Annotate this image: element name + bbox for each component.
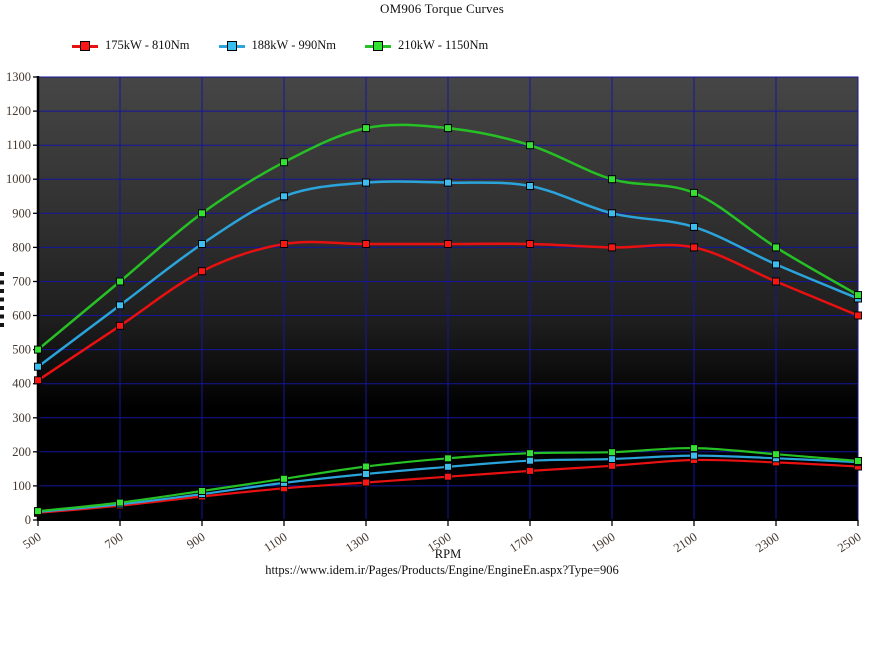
data-point-marker	[772, 260, 780, 269]
data-point-marker	[526, 240, 534, 248]
data-point-marker	[362, 462, 370, 471]
legend-label: 188kW - 990Nm	[251, 38, 337, 52]
legend-marker-green-square	[365, 40, 391, 51]
data-point-marker	[280, 192, 288, 201]
svg-text:1300: 1300	[6, 70, 31, 84]
data-point-marker	[772, 450, 780, 459]
svg-text:800: 800	[12, 240, 31, 254]
y-axis-title-clipped	[0, 272, 4, 330]
legend-marker-red-square	[72, 40, 98, 51]
data-point-marker	[198, 240, 206, 248]
data-point-marker	[444, 124, 452, 133]
data-point-marker	[362, 470, 370, 478]
data-point-marker	[526, 182, 534, 190]
data-point-marker	[116, 498, 124, 507]
svg-text:1000: 1000	[6, 172, 31, 186]
legend-item-175kw: 175kW - 810Nm	[72, 38, 190, 53]
chart-title: OM906 Torque Curves	[380, 1, 504, 16]
data-point-marker	[690, 451, 698, 460]
data-point-marker	[34, 507, 42, 516]
data-point-marker	[608, 461, 616, 470]
data-point-marker	[116, 301, 124, 310]
data-point-marker	[280, 158, 288, 167]
source-url-text: https://www.idem.ir/Pages/Products/Engin…	[265, 563, 619, 577]
svg-text:500: 500	[12, 343, 31, 357]
data-point-marker	[854, 291, 862, 300]
data-point-marker	[608, 175, 616, 184]
svg-text:0: 0	[25, 513, 31, 527]
legend-marker-blue-square	[218, 40, 245, 51]
legend: 175kW - 810Nm 188kW - 990Nm 210kW - 1150…	[72, 38, 488, 53]
data-point-marker	[526, 141, 534, 150]
data-point-marker	[198, 487, 206, 495]
data-point-marker	[198, 267, 206, 276]
legend-label: 210kW - 1150Nm	[398, 38, 489, 52]
data-point-marker	[608, 448, 616, 457]
legend-label: 175kW - 810Nm	[105, 38, 190, 52]
data-point-marker	[116, 277, 124, 286]
data-point-marker	[280, 240, 288, 248]
data-point-marker	[608, 455, 616, 463]
data-point-marker	[444, 454, 452, 463]
svg-text:600: 600	[12, 309, 31, 323]
data-point-marker	[608, 243, 616, 252]
series-0	[34, 240, 862, 517]
data-point-marker	[854, 311, 862, 320]
data-point-marker	[362, 478, 370, 487]
data-point-marker	[772, 243, 780, 252]
data-point-marker	[526, 466, 534, 475]
svg-text:700: 700	[12, 275, 31, 289]
data-point-marker	[526, 449, 534, 458]
data-point-marker	[280, 474, 288, 483]
svg-text:400: 400	[12, 377, 31, 391]
data-point-marker	[772, 277, 780, 286]
data-point-marker	[34, 345, 42, 354]
data-point-marker	[444, 178, 452, 187]
svg-text:100: 100	[12, 479, 31, 493]
data-point-marker	[34, 362, 42, 371]
data-point-marker	[34, 376, 42, 385]
data-point-marker	[690, 222, 698, 231]
data-point-marker	[116, 321, 124, 330]
data-point-marker	[690, 243, 698, 252]
svg-text:200: 200	[12, 445, 31, 459]
data-point-marker	[854, 457, 862, 465]
svg-text:900: 900	[12, 206, 31, 220]
legend-item-188kw: 188kW - 990Nm	[218, 38, 337, 53]
data-point-marker	[444, 240, 452, 248]
data-point-marker	[690, 444, 698, 453]
svg-text:1200: 1200	[6, 104, 31, 118]
series-2	[34, 123, 862, 516]
data-point-marker	[690, 188, 698, 197]
svg-text:1100: 1100	[6, 138, 31, 152]
data-point-marker	[198, 209, 206, 218]
data-point-marker	[362, 124, 370, 133]
data-point-marker	[608, 209, 616, 218]
y-tick-labels: 0 100 200 300 400 500 600 700 800 900 1000 1100 1200…	[6, 70, 31, 527]
data-point-marker	[362, 240, 370, 248]
data-point-marker	[526, 456, 534, 465]
data-point-marker	[362, 178, 370, 187]
axes	[33, 76, 859, 526]
data-point-marker	[444, 462, 452, 471]
legend-item-210kw: 210kW - 1150Nm	[365, 38, 488, 53]
data-point-marker	[444, 472, 452, 481]
x-axis-title: RPM	[434, 547, 462, 561]
svg-text:300: 300	[12, 411, 31, 425]
